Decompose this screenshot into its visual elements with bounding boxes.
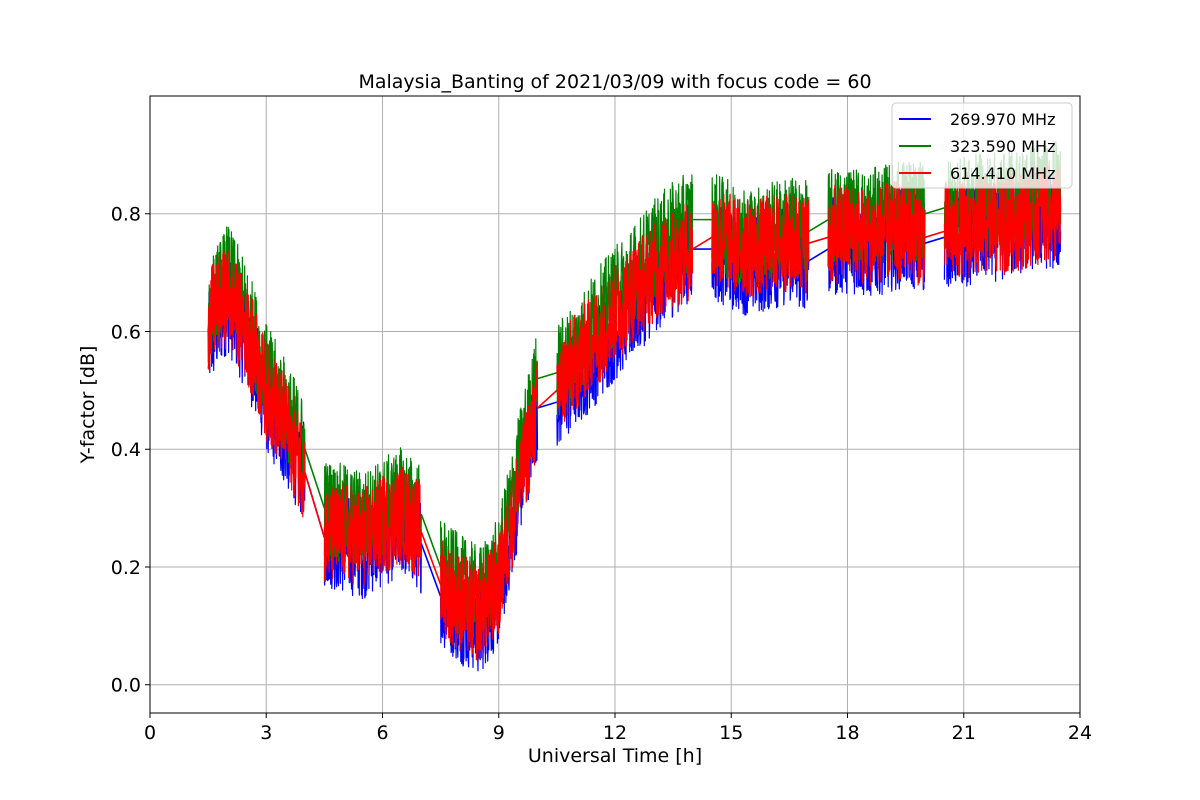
y-tick-label: 0.4 xyxy=(111,439,141,461)
series-line xyxy=(440,361,539,661)
series-layer xyxy=(207,140,1062,672)
legend-box xyxy=(891,102,1073,189)
series-line xyxy=(323,466,422,586)
x-axis: 0 3 6 9 12 15 18 21 24 xyxy=(144,713,1092,744)
x-tick-label: 24 xyxy=(1068,722,1092,744)
series-gap-connector xyxy=(808,218,829,233)
series-gap-connector xyxy=(924,207,945,215)
series-gap-connector xyxy=(537,371,558,380)
x-tick-label: 15 xyxy=(719,722,743,744)
y-tick-label: 0.6 xyxy=(111,321,141,343)
series-gap-connector xyxy=(808,236,829,244)
series-line xyxy=(556,204,694,422)
legend-label: 614.410 MHz xyxy=(950,164,1055,183)
x-tick-label: 0 xyxy=(144,722,156,744)
series-line xyxy=(207,250,306,518)
series-gap-connector xyxy=(924,230,945,239)
legend: 269.970 MHz 323.590 MHz 614.410 MHz xyxy=(891,102,1073,189)
legend-label: 269.970 MHz xyxy=(950,110,1055,129)
x-tick-label: 6 xyxy=(376,722,388,744)
y-tick-label: 0.0 xyxy=(111,675,141,697)
series-line xyxy=(943,169,1062,287)
series-line xyxy=(711,193,810,297)
x-tick-label: 18 xyxy=(835,722,859,744)
series-gap-connector xyxy=(537,401,558,409)
x-tick-label: 3 xyxy=(260,722,272,744)
plot-area: 0 3 6 9 12 15 18 21 24 0.0 0.2 0.4 0.6 0.8 xyxy=(111,95,1092,744)
chart-title: Malaysia_Banting of 2021/03/09 with focu… xyxy=(358,71,871,93)
x-tick-label: 12 xyxy=(603,722,627,744)
x-axis-label: Universal Time [h] xyxy=(528,745,702,767)
series-gap-connector xyxy=(692,236,713,250)
y-axis-label: Y-factor [dB] xyxy=(77,346,99,465)
x-tick-label: 9 xyxy=(493,722,505,744)
series-gap-connector xyxy=(304,472,326,538)
y-axis: 0.0 0.2 0.4 0.6 0.8 xyxy=(111,204,150,697)
y-tick-label: 0.2 xyxy=(111,557,141,579)
series-line xyxy=(827,181,926,286)
series-gap-connector xyxy=(304,448,326,509)
series-gap-connector xyxy=(420,543,442,597)
y-tick-label: 0.8 xyxy=(111,204,141,226)
series-gap-connector xyxy=(420,513,442,568)
series-gap-connector xyxy=(536,389,558,409)
series-gap-connector xyxy=(924,236,945,244)
legend-label: 323.590 MHz xyxy=(950,137,1055,156)
series-gap-connector xyxy=(420,531,442,585)
x-tick-label: 21 xyxy=(952,722,976,744)
series-gap-connector xyxy=(808,248,829,262)
